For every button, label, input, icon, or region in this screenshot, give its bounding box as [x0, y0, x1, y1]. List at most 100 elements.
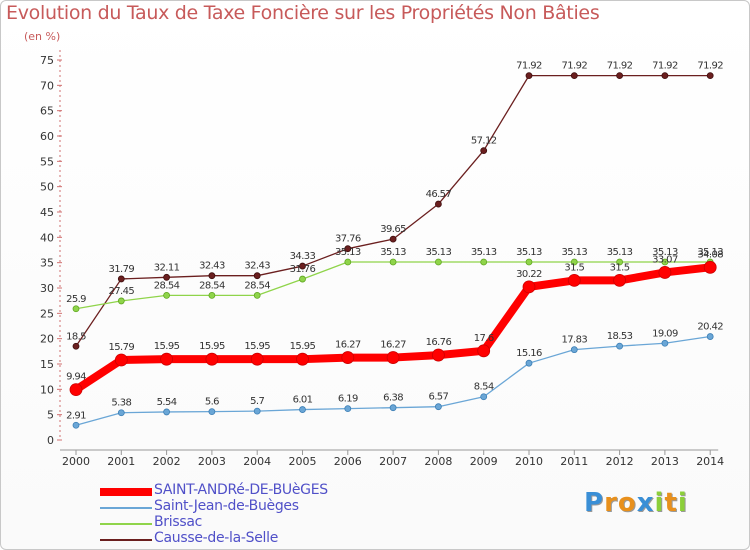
data-label: 71.92: [652, 61, 678, 72]
y-tick-label: 10: [40, 383, 54, 396]
data-point: [703, 260, 717, 274]
data-label: 8.54: [474, 382, 494, 393]
x-tick-label: 2012: [606, 455, 634, 468]
logo-letter: i: [654, 488, 665, 518]
logo-letter: x: [636, 488, 655, 518]
data-label: 31.76: [290, 264, 316, 275]
legend-swatch-causse: [100, 539, 152, 541]
x-tick-label: 2005: [289, 455, 317, 468]
data-point: [117, 297, 125, 305]
data-label: 6.38: [383, 393, 403, 404]
series-line: [75, 74, 711, 347]
legend-item-saint-jean: Saint-Jean-de-Buèges: [100, 498, 420, 516]
data-label: 34.33: [290, 251, 316, 262]
x-tick-label: 2014: [696, 455, 724, 468]
data-label: 31.5: [564, 262, 584, 273]
data-label: 33.07: [652, 254, 678, 265]
x-tick-label: 2009: [470, 455, 498, 468]
data-label: 17.83: [561, 335, 587, 346]
data-point: [525, 72, 533, 80]
data-point: [208, 408, 216, 416]
data-label: 6.57: [428, 392, 448, 403]
data-label: 34.08: [697, 249, 723, 260]
data-label: 35.13: [335, 247, 361, 258]
data-point: [480, 147, 488, 154]
data-label: 37.76: [335, 234, 361, 245]
data-point: [431, 348, 445, 362]
y-tick-label: 50: [40, 181, 54, 194]
data-label: 15.95: [244, 341, 270, 352]
data-label: 9.94: [66, 372, 86, 383]
data-label: 18.5: [66, 331, 86, 342]
logo-letter: o: [617, 488, 637, 518]
chart-title: Evolution du Taux de Taxe Foncière sur l…: [6, 2, 600, 24]
data-point: [525, 258, 533, 266]
data-label: 35.13: [652, 247, 678, 258]
data-point: [522, 280, 536, 294]
data-label: 32.11: [154, 262, 180, 273]
logo-letter: t: [664, 488, 678, 518]
data-label: 35.13: [471, 247, 497, 258]
legend-item-causse: Causse-de-la-Selle: [100, 530, 420, 548]
data-point: [72, 342, 80, 350]
legend-label-brissac: Brissac: [154, 514, 203, 530]
x-tick-label: 2013: [651, 455, 679, 468]
data-label: 20.42: [697, 322, 723, 333]
legend-label-saint-jean: Saint-Jean-de-Buèges: [154, 498, 299, 514]
data-label: 71.92: [516, 61, 542, 72]
data-label: 28.54: [154, 280, 180, 291]
data-point: [658, 266, 672, 279]
data-label: 5.38: [111, 398, 131, 409]
y-tick-label: 35: [40, 257, 54, 270]
data-point: [205, 352, 219, 366]
data-point: [208, 272, 216, 280]
y-tick-label: 70: [40, 79, 54, 92]
data-point: [341, 351, 355, 364]
data-labels-layer: 18.5 31.79 32.11 32.43 32.43 34.33 37.76 39.65 4…: [66, 61, 724, 422]
data-label: 5.54: [157, 397, 177, 408]
data-label: 27.45: [108, 286, 134, 297]
data-label: 39.65: [380, 224, 406, 235]
data-point: [299, 262, 306, 270]
data-point: [525, 359, 533, 367]
data-point: [117, 409, 125, 417]
data-label: 28.54: [244, 280, 270, 291]
data-label: 6.01: [293, 395, 313, 406]
y-tick-label: 60: [40, 130, 54, 143]
data-label: 32.43: [199, 261, 225, 272]
legend-item-brissac: Brissac: [100, 514, 420, 532]
legend-swatch-saint-andre: [100, 488, 152, 496]
data-label: 5.7: [250, 396, 264, 407]
data-point: [706, 72, 714, 80]
data-point: [661, 339, 669, 347]
data-point: [480, 393, 488, 401]
data-label: 71.92: [561, 61, 587, 72]
data-point: [253, 407, 261, 415]
data-point: [434, 200, 442, 208]
data-label: 16.27: [335, 340, 361, 351]
data-point: [296, 352, 309, 366]
legend: SAINT-ANDRé-DE-BUèGES Saint-Jean-de-Buèg…: [100, 482, 420, 548]
data-label: 28.54: [199, 280, 225, 291]
y-tick-label: 45: [40, 206, 54, 219]
proxiti-logo: Proxiti: [584, 488, 688, 518]
y-tick-label: 55: [40, 155, 54, 168]
data-point: [613, 273, 626, 287]
data-label: 5.6: [205, 397, 219, 408]
logo-letter: P: [584, 488, 605, 518]
data-label: 6.19: [338, 394, 358, 405]
data-label: 35.13: [607, 247, 633, 258]
data-point: [477, 344, 491, 358]
data-point: [114, 353, 128, 367]
data-point: [344, 245, 352, 253]
data-label: 46.57: [426, 189, 452, 200]
data-point: [250, 352, 264, 366]
data-point: [616, 258, 623, 266]
data-point: [661, 258, 669, 266]
data-point: [570, 346, 578, 354]
y-tick-label: 5: [47, 409, 54, 422]
legend-label-saint-andre: SAINT-ANDRé-DE-BUèGES: [154, 482, 328, 498]
data-point: [299, 406, 306, 413]
y-tick-label: 40: [40, 231, 54, 244]
legend-swatch-saint-jean: [100, 507, 152, 509]
